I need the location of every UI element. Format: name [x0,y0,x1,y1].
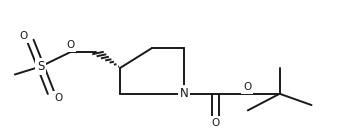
Text: N: N [180,87,188,100]
Text: O: O [243,82,251,92]
Text: O: O [66,40,74,51]
Text: O: O [212,118,220,128]
Text: S: S [37,60,44,73]
Text: O: O [54,93,63,103]
Text: O: O [19,31,27,41]
